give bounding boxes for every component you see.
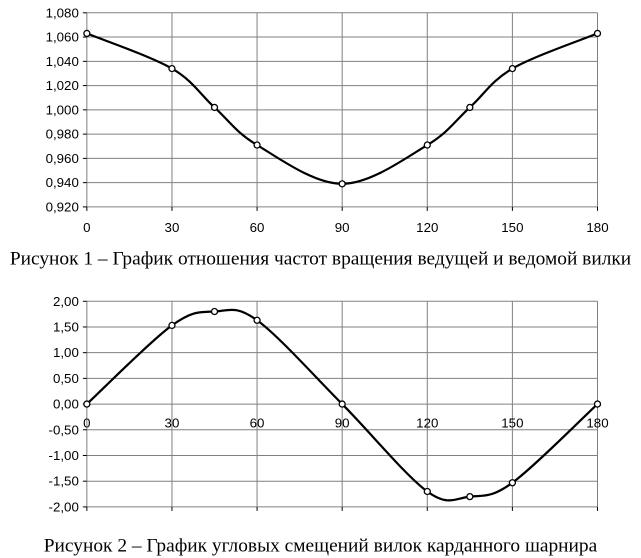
svg-text:0,00: 0,00 bbox=[53, 397, 79, 412]
svg-text:2,00: 2,00 bbox=[53, 294, 79, 309]
svg-text:150: 150 bbox=[501, 220, 523, 235]
svg-text:-1,00: -1,00 bbox=[49, 448, 79, 463]
svg-text:0,920: 0,920 bbox=[46, 199, 79, 214]
svg-text:0,940: 0,940 bbox=[46, 175, 79, 190]
svg-text:1,00: 1,00 bbox=[53, 345, 79, 360]
svg-text:180: 180 bbox=[586, 220, 608, 235]
svg-text:1,060: 1,060 bbox=[46, 30, 79, 45]
svg-text:0,960: 0,960 bbox=[46, 151, 79, 166]
svg-text:0,50: 0,50 bbox=[53, 371, 79, 386]
svg-text:1,080: 1,080 bbox=[46, 5, 79, 20]
svg-text:Рисунок 1 – График отношения ч: Рисунок 1 – График отношения частот вращ… bbox=[10, 249, 631, 270]
svg-text:30: 30 bbox=[165, 220, 180, 235]
svg-text:180: 180 bbox=[586, 416, 608, 431]
svg-text:-0,50: -0,50 bbox=[49, 422, 79, 437]
svg-text:0: 0 bbox=[83, 416, 90, 431]
svg-text:1,50: 1,50 bbox=[53, 319, 79, 334]
svg-text:120: 120 bbox=[416, 220, 438, 235]
svg-text:1,000: 1,000 bbox=[46, 102, 79, 117]
svg-text:150: 150 bbox=[501, 416, 523, 431]
svg-text:1,040: 1,040 bbox=[46, 54, 79, 69]
svg-text:60: 60 bbox=[250, 416, 265, 431]
svg-text:0: 0 bbox=[83, 220, 90, 235]
svg-text:90: 90 bbox=[335, 220, 350, 235]
svg-text:120: 120 bbox=[416, 416, 438, 431]
svg-text:60: 60 bbox=[250, 220, 265, 235]
svg-text:30: 30 bbox=[165, 416, 180, 431]
svg-text:-1,50: -1,50 bbox=[49, 474, 79, 489]
svg-text:90: 90 bbox=[335, 416, 350, 431]
svg-text:0,980: 0,980 bbox=[46, 127, 79, 142]
svg-text:1,020: 1,020 bbox=[46, 78, 79, 93]
svg-text:Рисунок 2 – График угловых сме: Рисунок 2 – График угловых смещений вило… bbox=[44, 536, 598, 557]
svg-text:-2,00: -2,00 bbox=[49, 499, 79, 514]
